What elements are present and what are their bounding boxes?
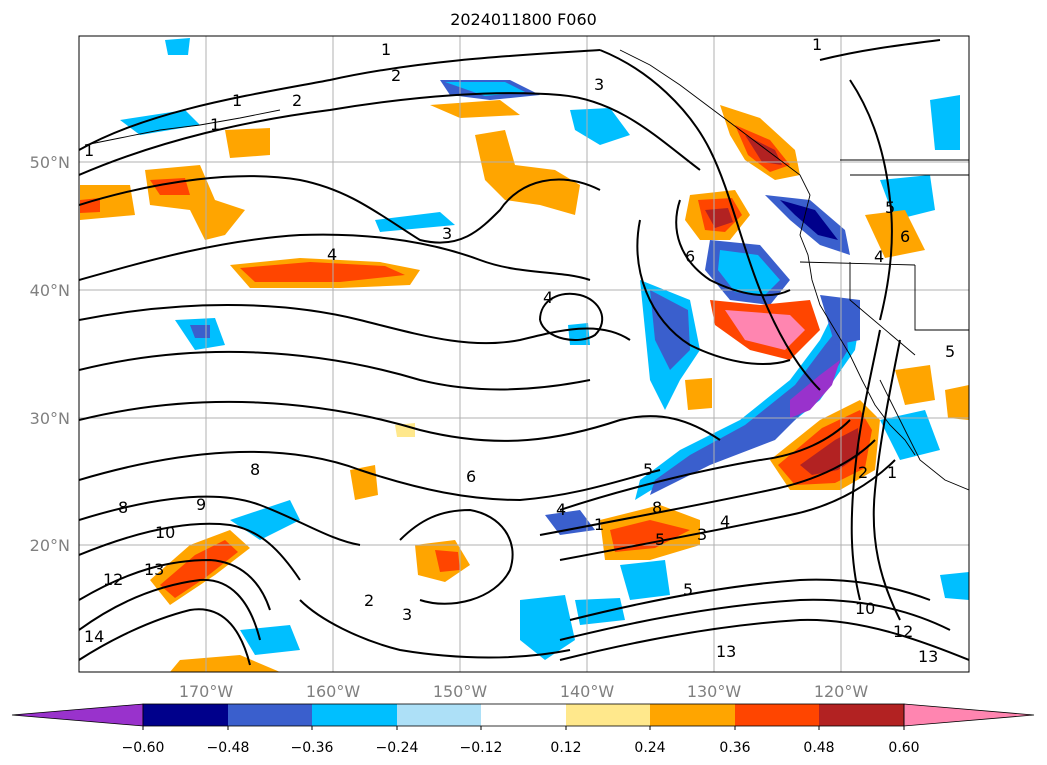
contour-label: 4: [327, 245, 337, 264]
colorbar-labels: −0.60 −0.48 −0.36 −0.24 −0.12 0.12 0.24 …: [122, 740, 920, 756]
coastlines: [84, 49, 969, 491]
contour-label: 8: [652, 498, 662, 517]
contour-label: 1: [232, 91, 242, 110]
contour-lines: [79, 39, 969, 666]
colorbar-segment: [650, 704, 735, 726]
colorbar-label: −0.60: [122, 740, 165, 756]
contour-label: 10: [155, 523, 175, 542]
contour-label: 12: [103, 570, 123, 589]
colorbar-label: 0.48: [803, 740, 834, 756]
contour-labels: 1 1 1 1 2 2 3 3 4 4 4 5 6 8 8 9 10 12 13…: [84, 35, 955, 666]
contour-label: 3: [697, 525, 707, 544]
colorbar-segment: [143, 704, 228, 726]
contour-label: 3: [442, 224, 452, 243]
contour-label: 12: [893, 622, 913, 641]
lat-label: 30°N: [30, 409, 70, 428]
colorbar-label: 0.36: [719, 740, 750, 756]
map-frame: [78, 35, 970, 673]
colorbar-segment: [819, 704, 904, 726]
contour-label: 1: [812, 35, 822, 54]
colorbar-label: 0.12: [550, 740, 581, 756]
contour-label: 5: [655, 530, 665, 549]
contour-label: 1: [594, 515, 604, 534]
colorbar-segment: [312, 704, 397, 726]
contour-label: 1: [887, 463, 897, 482]
colorbar-segment: [481, 704, 566, 726]
contour-label: 5: [683, 580, 693, 599]
contour-label: 4: [556, 500, 566, 519]
colorbar-segment: [735, 704, 819, 726]
contour-label: 4: [543, 288, 553, 307]
colorbar-label: −0.24: [376, 740, 419, 756]
contour-label: 2: [858, 463, 868, 482]
lon-label: 170°W: [179, 682, 234, 701]
contour-label: 13: [918, 647, 938, 666]
colorbar-label: −0.12: [460, 740, 503, 756]
colorbar-label: 0.24: [634, 740, 665, 756]
colorbar-extend-max: [903, 703, 1035, 727]
lon-label: 140°W: [560, 682, 615, 701]
lat-label: 40°N: [30, 281, 70, 300]
latitude-labels: 50°N 40°N 30°N 20°N: [30, 153, 70, 555]
contour-label: 4: [720, 512, 730, 531]
contour-label: 4: [874, 247, 884, 266]
contour-label: 3: [402, 605, 412, 624]
lon-label: 150°W: [433, 682, 488, 701]
contour-label: 6: [466, 467, 476, 486]
lon-label: 120°W: [814, 682, 869, 701]
colorbar-label: −0.48: [207, 740, 250, 756]
graticule: [79, 36, 969, 672]
contour-label: 10: [855, 599, 875, 618]
contour-label: 5: [643, 460, 653, 479]
contour-label: 6: [685, 247, 695, 266]
colorbar-extend-min: [11, 703, 144, 727]
contour-label: 2: [391, 66, 401, 85]
shaded-fields: [80, 38, 969, 672]
longitude-labels: 170°W 160°W 150°W 140°W 130°W 120°W: [179, 682, 869, 701]
contour-label: 9: [196, 495, 206, 514]
lat-label: 20°N: [30, 536, 70, 555]
contour-label: 8: [118, 498, 128, 517]
lon-label: 130°W: [687, 682, 742, 701]
contour-label: 2: [364, 591, 374, 610]
colorbar-segment: [566, 704, 650, 726]
contour-label: 6: [900, 227, 910, 246]
contour-label: 5: [885, 198, 895, 217]
colorbar-label: −0.36: [291, 740, 334, 756]
colorbar-segment: [397, 704, 481, 726]
contour-label: 1: [381, 40, 391, 59]
lat-label: 50°N: [30, 153, 70, 172]
colorbar-segment: [228, 704, 312, 726]
contour-label: 1: [84, 141, 94, 160]
colorbar-label: 0.60: [888, 740, 919, 756]
contour-label: 2: [292, 91, 302, 110]
contour-label: 8: [250, 460, 260, 479]
contour-label: 3: [594, 75, 604, 94]
lon-label: 160°W: [306, 682, 361, 701]
colorbar: [11, 703, 1035, 730]
colorbar-outline: [142, 703, 905, 727]
contour-label: 13: [144, 560, 164, 579]
contour-label: 1: [210, 115, 220, 134]
contour-label: 13: [716, 642, 736, 661]
map-title: 2024011800 F060: [450, 10, 597, 29]
contour-label: 5: [945, 342, 955, 361]
contour-label: 14: [84, 627, 104, 646]
